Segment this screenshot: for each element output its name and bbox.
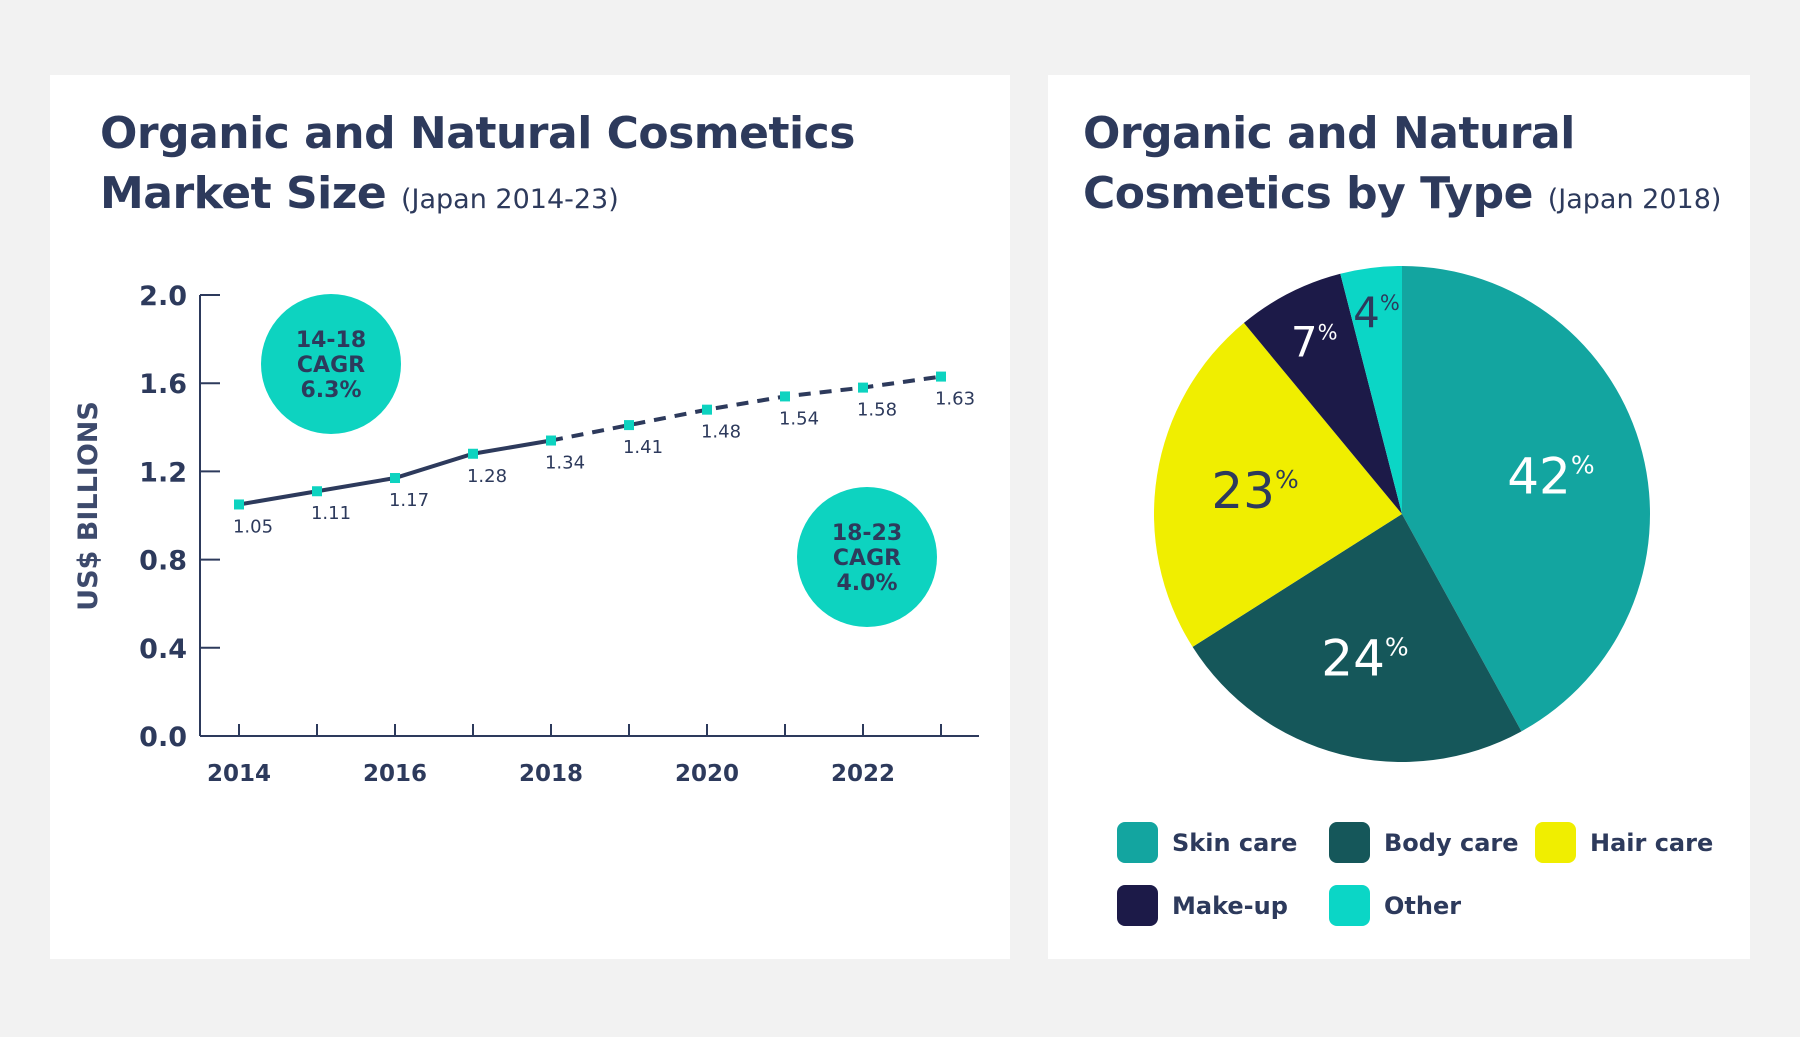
data-label: 1.54 [779,408,819,429]
legend-item: Other [1329,885,1461,926]
cagr-text: 14-18 [296,328,366,353]
y-tick-label: 1.6 [139,369,187,400]
title-line-1: Organic and Natural [1083,108,1575,159]
data-label: 1.58 [857,400,897,421]
legend-item: Skin care [1117,822,1297,863]
pie-label: 23% [1211,462,1298,520]
data-label: 1.05 [233,516,273,537]
data-point [546,435,556,446]
subtitle: (Japan 2018) [1547,184,1722,215]
pie-label: 24% [1321,630,1408,688]
legend-swatch [1117,885,1158,926]
data-label: 1.48 [701,422,741,443]
cagr-text: 18-23 [832,521,902,546]
legend-swatch [1329,822,1370,863]
x-tick-label: 2020 [675,761,739,787]
legend-label: Body care [1384,828,1519,857]
data-label: 1.28 [467,466,507,487]
forecast-line [550,374,942,443]
data-point [780,391,790,402]
data-point [312,486,322,497]
data-label: 1.41 [623,437,663,458]
data-label: 1.11 [311,503,351,524]
cagr-text: CAGR [833,546,901,571]
legend-swatch [1329,885,1370,926]
legend-item: Body care [1329,822,1519,863]
x-tick-label: 2022 [831,761,895,787]
data-point [702,404,712,415]
legend-label: Make-up [1172,891,1288,920]
data-point [936,371,946,382]
data-point [624,420,634,431]
y-tick-label: 0.8 [139,546,187,577]
pie-label: 4% [1353,288,1400,337]
legend-label: Other [1384,891,1462,920]
data-point [390,473,400,484]
cagr-circle [261,294,401,434]
legend-label: Hair care [1590,828,1714,857]
legend-swatch [1117,822,1158,863]
y-tick-label: 1.2 [139,457,187,488]
pie-slice-body-care [1192,514,1522,762]
market-size-title: Organic and Natural Cosmetics Market Siz… [100,104,855,230]
data-point [234,499,244,510]
title-line-2: Market Size [100,168,387,219]
cagr-text: 4.0% [836,571,897,596]
legend-item: Make-up [1117,885,1288,926]
data-point [858,382,868,393]
y-tick-label: 0.4 [139,634,187,665]
legend-swatch [1535,822,1576,863]
pie-label: 7% [1291,317,1338,366]
y-axis-label: US$ BILLIONS [73,401,104,611]
data-label: 1.17 [389,490,429,511]
data-point [468,448,478,459]
pie-slice-make-up [1243,273,1402,514]
title-line-2: Cosmetics by Type [1083,168,1533,219]
cagr-text: CAGR [297,353,365,378]
x-tick-label: 2016 [363,761,427,787]
data-label: 1.34 [545,453,585,474]
cagr-text: 6.3% [300,378,361,403]
pie-label: 42% [1507,447,1594,505]
subtitle: (Japan 2014-23) [401,184,619,215]
y-tick-label: 2.0 [139,281,187,312]
pie-slice-hair-care [1154,322,1402,647]
title-line-1: Organic and Natural Cosmetics [100,108,855,159]
data-label: 1.63 [935,389,975,410]
by-type-title: Organic and Natural Cosmetics by Type (J… [1083,104,1721,230]
cagr-circle [797,487,937,627]
legend-label: Skin care [1172,828,1298,857]
x-tick-label: 2014 [207,761,271,787]
legend-item: Hair care [1535,822,1713,863]
pie-slice-skin-care [1402,266,1650,732]
pie-slice-other [1340,266,1402,514]
x-tick-label: 2018 [519,761,583,787]
y-tick-label: 0.0 [139,722,187,753]
